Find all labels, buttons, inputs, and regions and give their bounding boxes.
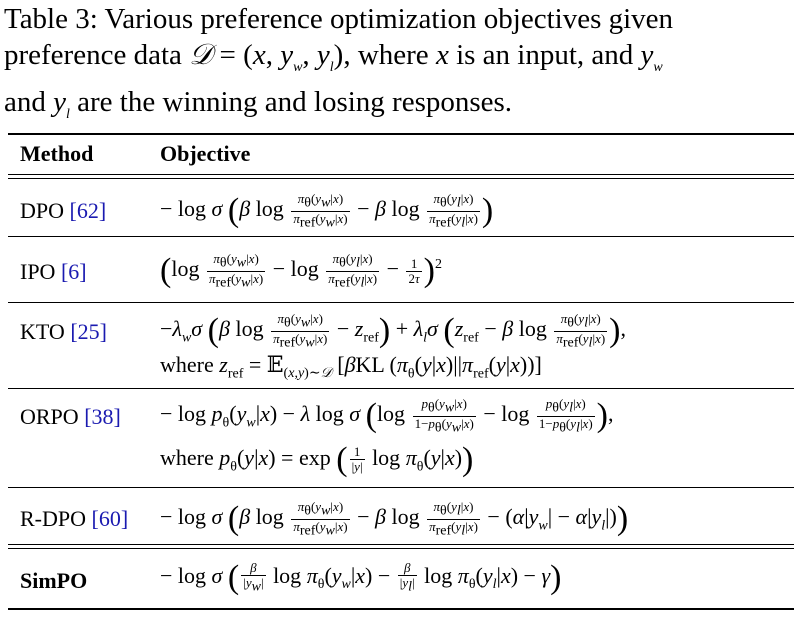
method-ipo: IPO [6] [20, 259, 87, 284]
objective-simpo: − log σ (β |yw| log πθ(yw|x) − β |yl| log … [160, 558, 562, 596]
objective-r-dpo: − log σ (β log πθ(yw|x) πref(yw|x) − β lo… [160, 499, 629, 539]
method-orpo: ORPO [38] [20, 404, 121, 429]
method-r-dpo: R-DPO [60] [20, 506, 129, 531]
citation: [25] [70, 319, 107, 344]
method-simpo: SimPO [20, 568, 88, 593]
row-rule [8, 487, 794, 488]
citation: [60] [91, 506, 129, 531]
citation: [62] [69, 198, 107, 223]
header-rule-2 [8, 178, 794, 179]
bottom-rule [8, 608, 794, 610]
top-rule [8, 133, 794, 135]
row-rule [8, 236, 794, 237]
table-caption: Table 3: Various preference optimization… [4, 2, 800, 132]
method-dpo: DPO [62] [20, 198, 107, 223]
objective-ipo: (log πθ(yw|x) πref(yw|x) − log πθ(yl|x) πr… [160, 251, 442, 291]
row-rule [8, 302, 794, 303]
caption-line-1: Table 3: Various preference optimization… [4, 3, 674, 35]
header-objective: Objective [160, 141, 251, 166]
objective-orpo: − log pθ(yw|x) − λ log σ (log pθ(yw|x) 1−… [160, 396, 614, 436]
citation: [6] [60, 259, 87, 284]
simpo-rule-2 [8, 548, 794, 549]
simpo-rule-1 [8, 544, 794, 545]
objective-kto: −λwσ (β log πθ(yw|x) πref(yw|x) − zref) +… [160, 311, 626, 351]
header-method: Method [20, 141, 94, 166]
objective-dpo: − log σ (β log πθ(yw|x) πref(yw|x) − β lo… [160, 191, 494, 231]
header-rule-1 [8, 174, 794, 175]
caption-line-2: preference data 𝒟 = (x, yw, yl), where x… [4, 37, 663, 75]
method-kto: KTO [25] [20, 319, 107, 344]
caption-line-3: and yl are the winning and losing respon… [4, 85, 513, 122]
row-rule [8, 388, 794, 389]
objective-kto-line-2: where zref = 𝔼(x,y)∼𝒟 [βKL (πθ(y|x)||πre… [160, 352, 542, 382]
objective-orpo-line-2: where pθ(y|x) = exp (1 |y| log πθ(y|x)) [160, 440, 474, 478]
citation: [38] [84, 404, 121, 429]
